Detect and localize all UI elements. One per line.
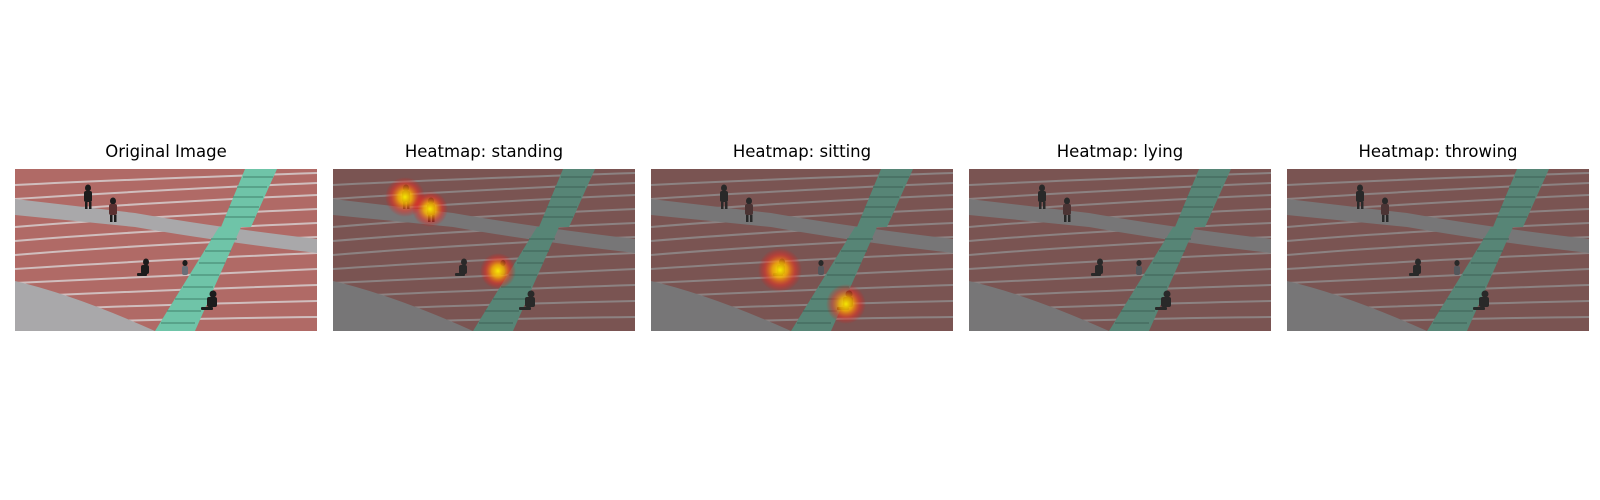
- heat-spot: [480, 253, 516, 289]
- original-image: [15, 169, 317, 331]
- heatmap-image: [969, 169, 1271, 331]
- heatmap-image: [651, 169, 953, 331]
- heatmap-dim-overlay: [333, 169, 635, 331]
- heat-spot: [826, 284, 866, 324]
- panel-title: Heatmap: lying: [1056, 142, 1184, 161]
- heatmap-dim-overlay: [651, 169, 953, 331]
- heat-spot: [758, 248, 802, 292]
- heatmap-image: [333, 169, 635, 331]
- heatmap-image: [1287, 169, 1589, 331]
- panel-title: Heatmap: sitting: [732, 142, 872, 161]
- panel-title: Original Image: [105, 142, 227, 161]
- heat-spot: [412, 191, 448, 227]
- heatmap-dim-overlay: [1287, 169, 1589, 331]
- panel-title: Heatmap: throwing: [1358, 142, 1518, 161]
- heatmap-dim-overlay: [969, 169, 1271, 331]
- panel-title: Heatmap: standing: [404, 142, 564, 161]
